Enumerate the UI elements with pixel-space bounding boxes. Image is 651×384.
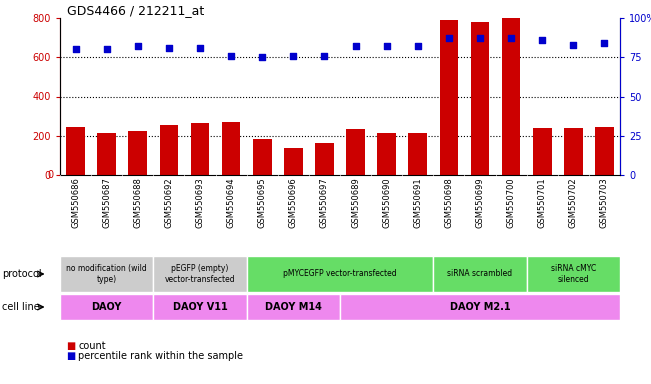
Point	[257, 54, 268, 60]
Point	[568, 41, 579, 48]
Point	[444, 35, 454, 41]
Text: ■: ■	[66, 341, 79, 351]
Text: GDS4466 / 212211_at: GDS4466 / 212211_at	[66, 4, 204, 17]
Bar	[340, 294, 620, 320]
Text: GSM550695: GSM550695	[258, 177, 267, 228]
Point	[288, 53, 299, 59]
Bar	[60, 256, 154, 292]
Point	[195, 45, 205, 51]
Bar	[66, 127, 85, 175]
Text: GSM550701: GSM550701	[538, 177, 547, 228]
Text: DAOY V11: DAOY V11	[173, 302, 227, 312]
Point	[599, 40, 609, 46]
Text: ■: ■	[66, 351, 79, 361]
Point	[475, 35, 485, 41]
Bar	[346, 129, 365, 175]
Bar	[502, 18, 520, 175]
Bar	[527, 256, 620, 292]
Text: protocol: protocol	[2, 269, 42, 279]
Bar	[284, 147, 303, 175]
Point	[70, 46, 81, 53]
Bar	[533, 128, 551, 175]
Bar	[471, 22, 490, 175]
Text: siRNA cMYC
silenced: siRNA cMYC silenced	[551, 264, 596, 284]
Text: siRNA scrambled: siRNA scrambled	[447, 270, 512, 278]
Text: GSM550699: GSM550699	[475, 177, 484, 228]
Point	[381, 43, 392, 49]
Bar	[439, 20, 458, 175]
Point	[413, 43, 423, 49]
Point	[506, 35, 516, 41]
Bar	[408, 133, 427, 175]
Bar	[222, 122, 240, 175]
Bar	[247, 256, 434, 292]
Text: GSM550689: GSM550689	[351, 177, 360, 228]
Text: GSM550686: GSM550686	[71, 177, 80, 228]
Bar	[253, 139, 271, 175]
Bar	[154, 294, 247, 320]
Point	[226, 53, 236, 59]
Bar	[159, 125, 178, 175]
Bar	[315, 142, 334, 175]
Text: GSM550691: GSM550691	[413, 177, 422, 228]
Bar	[128, 131, 147, 175]
Point	[163, 45, 174, 51]
Point	[133, 43, 143, 49]
Text: DAOY: DAOY	[92, 302, 122, 312]
Text: GSM550694: GSM550694	[227, 177, 236, 228]
Text: GSM550692: GSM550692	[165, 177, 173, 228]
Bar	[247, 294, 340, 320]
Bar	[191, 123, 210, 175]
Text: DAOY M2.1: DAOY M2.1	[450, 302, 510, 312]
Bar	[98, 133, 116, 175]
Text: GSM550690: GSM550690	[382, 177, 391, 228]
Point	[537, 37, 547, 43]
Point	[319, 53, 329, 59]
Point	[102, 46, 112, 53]
Text: pEGFP (empty)
vector-transfected: pEGFP (empty) vector-transfected	[165, 264, 235, 284]
Point	[350, 43, 361, 49]
Bar	[60, 294, 154, 320]
Text: GSM550700: GSM550700	[506, 177, 516, 228]
Bar	[595, 127, 614, 175]
Text: count: count	[78, 341, 106, 351]
Text: GSM550688: GSM550688	[133, 177, 143, 228]
Text: percentile rank within the sample: percentile rank within the sample	[78, 351, 243, 361]
Bar	[434, 256, 527, 292]
Text: GSM550697: GSM550697	[320, 177, 329, 228]
Text: GSM550687: GSM550687	[102, 177, 111, 228]
Bar	[378, 133, 396, 175]
Bar	[154, 256, 247, 292]
Text: GSM550702: GSM550702	[569, 177, 578, 228]
Text: 0: 0	[48, 170, 54, 180]
Text: no modification (wild
type): no modification (wild type)	[66, 264, 147, 284]
Text: GSM550698: GSM550698	[445, 177, 453, 228]
Text: GSM550696: GSM550696	[289, 177, 298, 228]
Text: pMYCEGFP vector-transfected: pMYCEGFP vector-transfected	[283, 270, 397, 278]
Text: DAOY M14: DAOY M14	[265, 302, 322, 312]
Bar	[564, 128, 583, 175]
Text: cell line: cell line	[2, 302, 40, 312]
Text: GSM550703: GSM550703	[600, 177, 609, 228]
Text: GSM550693: GSM550693	[195, 177, 204, 228]
